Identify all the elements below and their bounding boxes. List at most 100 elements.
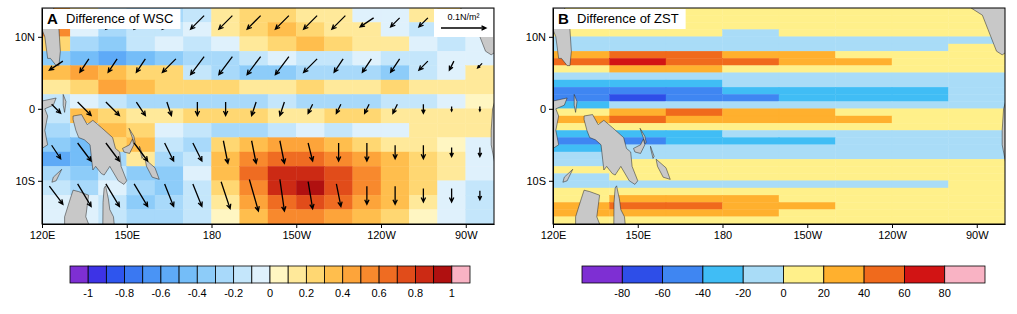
cell: [779, 22, 836, 29]
colorbar-label: -0.8: [115, 287, 134, 299]
cell: [127, 195, 155, 209]
wind-vector: [308, 104, 313, 113]
wind-vector: [191, 16, 205, 30]
cell: [610, 58, 667, 65]
cell: [836, 109, 893, 116]
x-tick: 90W: [966, 224, 989, 241]
axis-line: [42, 9, 43, 225]
x-axis: 120E150E180150W120W90W: [30, 224, 495, 241]
title-group: BDifference of ZST: [554, 9, 686, 29]
cell: [666, 87, 723, 94]
cell: [836, 66, 893, 73]
tick-label: 10N: [526, 31, 546, 43]
reference-label: 0.1N/m²: [447, 12, 479, 22]
cell: [381, 22, 409, 36]
cell: [949, 58, 1006, 65]
colorbar-label: -0.4: [188, 287, 207, 299]
tick-label: 0: [540, 103, 546, 115]
cell: [183, 195, 211, 209]
cell: [666, 116, 723, 123]
cell: [155, 138, 183, 152]
cell: [183, 166, 211, 180]
tick-mark: [38, 37, 42, 38]
cell: [296, 210, 324, 224]
cell: [892, 58, 949, 65]
cell: [381, 94, 409, 108]
cell: [240, 123, 268, 137]
axis-line: [554, 224, 1006, 225]
cell: [779, 195, 836, 202]
cell: [99, 94, 127, 108]
y-tick: 0: [540, 103, 553, 115]
cell: [892, 51, 949, 58]
cell: [183, 181, 211, 195]
tick-label: 10S: [526, 175, 546, 187]
cell: [381, 37, 409, 51]
cell: [466, 123, 494, 137]
cell: [836, 181, 893, 188]
wind-vector: [393, 104, 398, 113]
cell: [892, 217, 949, 224]
cell: [723, 210, 780, 217]
tick-mark: [466, 224, 467, 228]
cell: [610, 123, 667, 130]
cell: [296, 94, 324, 108]
cell: [99, 109, 127, 123]
cell: [353, 51, 381, 65]
colorbar-box: [234, 266, 252, 283]
cell: [666, 181, 723, 188]
wind-vector: [134, 184, 148, 207]
wind-vector: [365, 104, 370, 113]
cell: [779, 181, 836, 188]
cell: [240, 80, 268, 94]
title: Difference of WSC: [66, 11, 173, 26]
background: [553, 8, 1005, 224]
cell: [836, 8, 893, 15]
cell: [212, 51, 240, 65]
cell: [212, 123, 240, 137]
cell: [892, 130, 949, 137]
cell: [723, 188, 780, 195]
tick-label: 120W: [367, 229, 396, 241]
cell: [949, 166, 1006, 173]
tick-mark: [38, 109, 42, 110]
cell: [836, 73, 893, 80]
colorbar-label: -0.6: [151, 287, 170, 299]
wind-vector: [247, 57, 261, 75]
cell: [836, 58, 893, 65]
wind-vector: [162, 59, 176, 73]
cell: [610, 73, 667, 80]
cell: [183, 22, 211, 36]
cell: [99, 51, 127, 65]
cell: [353, 66, 381, 80]
wind-vector: [304, 59, 318, 73]
cell: [666, 174, 723, 181]
cell: [949, 51, 1006, 58]
wind-vector: [252, 141, 258, 164]
cell: [949, 145, 1006, 152]
landmass: [640, 128, 646, 143]
cell: [381, 210, 409, 224]
wind-vector: [221, 182, 231, 209]
wind-vector: [332, 16, 346, 30]
wind-vector: [391, 59, 400, 73]
cell: [666, 152, 723, 159]
colorbar-label: 0.2: [299, 287, 314, 299]
cell: [553, 166, 610, 173]
cell: [127, 51, 155, 65]
cell: [949, 130, 1006, 137]
cell: [155, 51, 183, 65]
cell: [892, 87, 949, 94]
wind-vector: [52, 104, 61, 113]
cell: [666, 202, 723, 209]
cell: [240, 210, 268, 224]
cell: [949, 138, 1006, 145]
colorbar-label: 0.6: [371, 287, 386, 299]
cell: [268, 109, 296, 123]
cell: [438, 80, 466, 94]
wind-vector: [362, 59, 371, 73]
cell: [296, 8, 324, 22]
colorbar-label: 80: [939, 287, 951, 299]
wind-vector: [279, 102, 284, 116]
cell: [183, 138, 211, 152]
